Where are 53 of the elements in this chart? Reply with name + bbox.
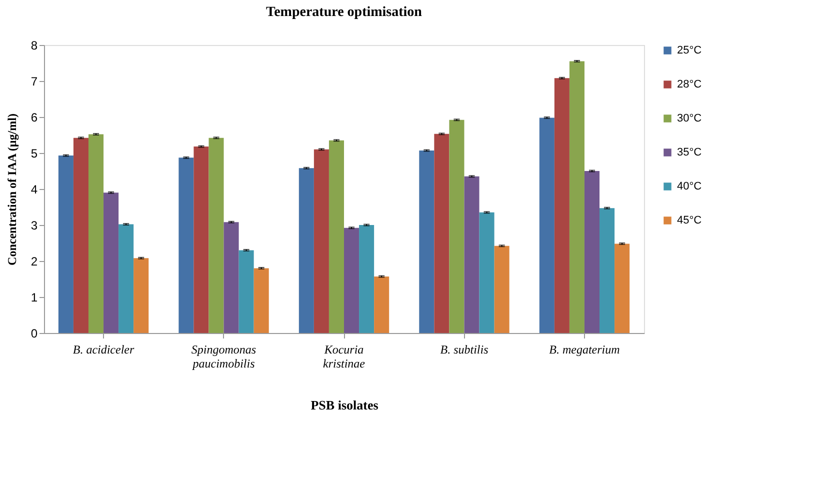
bar — [104, 192, 119, 333]
legend-label: 30°C — [677, 112, 702, 124]
bar — [539, 118, 554, 333]
bar — [208, 138, 224, 333]
bar — [419, 150, 434, 333]
x-axis-title: PSB isolates — [310, 398, 378, 412]
bar — [374, 276, 390, 333]
x-tick-label: Kocuria kristinae — [323, 342, 366, 370]
bar — [434, 134, 450, 333]
bar — [464, 176, 480, 333]
x-tick-label: Spingomonas paucimobilis — [191, 342, 256, 370]
bar — [194, 146, 209, 333]
bar — [584, 171, 600, 333]
bar — [479, 212, 494, 333]
bar — [73, 138, 88, 333]
legend-label: 25°C — [677, 44, 702, 56]
y-tick-label: 4 — [30, 182, 38, 196]
bar — [298, 168, 314, 333]
bar — [224, 222, 239, 333]
bar — [134, 258, 149, 333]
legend-label: 35°C — [677, 146, 702, 158]
chart-title: Temperature optimisation — [266, 5, 422, 20]
x-tick-label: B. megaterium — [549, 342, 620, 356]
y-tick-label: 0 — [30, 326, 38, 340]
y-tick-label: 1 — [30, 290, 38, 304]
bar — [58, 156, 74, 333]
bar — [494, 246, 510, 333]
bar — [344, 228, 360, 333]
y-tick-label: 7 — [30, 74, 38, 88]
legend-label: 28°C — [677, 78, 702, 90]
x-tick-label: B. acidiceler — [72, 342, 134, 356]
legend-label: 40°C — [677, 180, 702, 192]
bar — [569, 61, 584, 333]
bar — [238, 250, 254, 333]
bar — [600, 208, 615, 333]
legend-label: 45°C — [677, 214, 702, 226]
y-tick-label: 6 — [30, 110, 38, 124]
x-tick-label: B. subtilis — [440, 342, 489, 356]
bar — [359, 225, 374, 333]
bar — [554, 78, 570, 333]
y-tick-label: 2 — [30, 254, 38, 268]
y-tick-label: 8 — [30, 38, 38, 52]
y-tick-label: 5 — [30, 146, 38, 160]
bar — [614, 244, 630, 333]
bar — [88, 134, 104, 333]
bar — [314, 149, 329, 333]
y-tick-label: 3 — [30, 218, 38, 232]
bar — [328, 140, 344, 333]
bar — [118, 224, 134, 333]
bar — [254, 268, 269, 333]
bar — [178, 158, 194, 333]
bar — [449, 120, 464, 333]
y-axis-title: Concentration of IAA (µg/ml) — [4, 114, 19, 266]
